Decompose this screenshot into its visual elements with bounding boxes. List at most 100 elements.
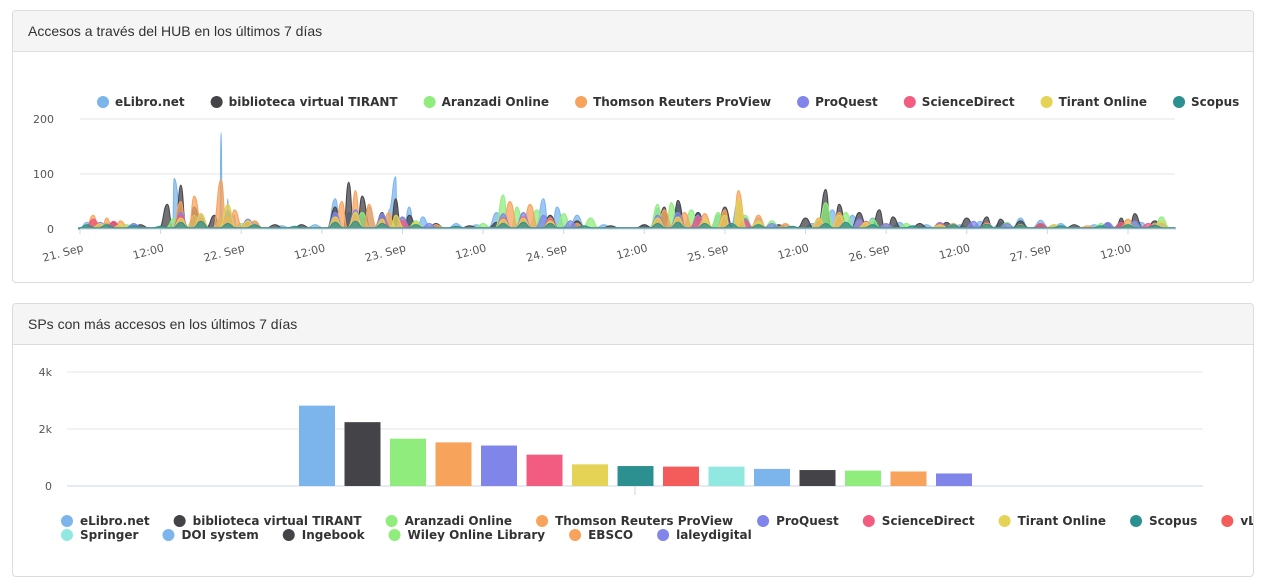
legend-item-biblioteca-virtual-tirant[interactable]: biblioteca virtual TIRANT [173,514,363,528]
x-tick-label: 21. Sep [41,241,85,264]
legend-label: Aranzadi Online [405,514,512,528]
legend-marker [536,515,549,527]
bar-sciencedirect[interactable] [526,454,563,486]
legend-marker [162,529,175,541]
legend-item-tirant-online[interactable]: Tirant Online [1040,95,1147,109]
x-tick-label: 24. Sep [525,241,569,264]
bar-vlex[interactable] [663,466,699,486]
bar-ingebook[interactable] [799,470,836,486]
legend-item-springer[interactable]: Springer [61,528,139,542]
area-series-thomson-reuters-proview[interactable] [79,178,1176,230]
legend-item-aranzadi-online[interactable]: Aranzadi Online [423,95,549,109]
legend-item-ingebook[interactable]: Ingebook [282,528,366,542]
y-tick-label: 100 [33,168,54,181]
x-tick-label: 22. Sep [202,241,246,264]
legend-label: DOI system [181,528,258,542]
legend-marker [97,96,109,108]
top-sps-panel-title: SPs con más accesos en los últimos 7 día… [13,304,1253,345]
legend-item-proquest[interactable]: ProQuest [757,514,839,528]
bar-scopus[interactable] [617,466,654,486]
x-tick-label: 26. Sep [847,241,891,264]
legend-marker [1040,96,1053,108]
legend-marker [998,515,1011,527]
legend-item-thomson-reuters-proview[interactable]: Thomson Reuters ProView [575,95,771,109]
legend-item-ebsco[interactable]: EBSCO [569,528,633,542]
x-tick-label: 12:00 [454,241,488,262]
y-tick-label: 2k [39,423,53,436]
legend-marker [1130,515,1143,527]
bar-tirant-online[interactable] [572,464,608,486]
legend-label: ProQuest [776,514,839,528]
legend-label: eLibro.net [115,95,185,109]
legend-marker [575,96,588,108]
legend-marker [173,515,186,527]
x-tick-label: 12:00 [131,241,165,262]
bar-wiley-online-library[interactable] [845,470,881,486]
bar-aranzadi-online[interactable] [390,438,426,486]
legend-item-aranzadi-online[interactable]: Aranzadi Online [385,514,512,528]
legend-label: eLibro.net [80,514,150,528]
x-tick-label: 12:00 [615,241,649,262]
hub-access-panel-title: Accesos a través del HUB en los últimos … [13,11,1253,52]
legend-label: vLex [1240,514,1253,528]
legend-label: Ingebook [302,528,366,542]
x-tick-label: 25. Sep [686,241,730,264]
x-tick-label: 12:00 [776,241,810,262]
bar-elibro-net[interactable] [299,405,335,486]
y-tick-label: 0 [45,480,52,493]
legend-item-proquest[interactable]: ProQuest [797,95,878,109]
legend-label: Tirant Online [1059,95,1147,109]
legend-item-scopus[interactable]: Scopus [1173,95,1239,109]
legend-label: Thomson Reuters ProView [555,514,733,528]
legend-label: ScienceDirect [882,514,975,528]
legend-item-sciencedirect[interactable]: ScienceDirect [862,514,975,528]
legend-item-tirant-online[interactable]: Tirant Online [998,514,1106,528]
hub-access-area-chart: 0 100 200 21. Sep 12:00 22. Sep 12:00 23. Sep 12… [33,95,1239,265]
legend-marker [797,96,810,108]
legend-item-elibro-net[interactable]: eLibro.net [97,95,185,109]
y-tick-label: 4k [39,366,53,379]
legend-item-elibro-net[interactable]: eLibro.net [61,514,150,528]
legend-marker [903,96,916,108]
legend-marker [757,515,770,527]
y-tick-label: 0 [47,223,54,236]
legend-label: Scopus [1149,514,1197,528]
legend-item-scopus[interactable]: Scopus [1130,514,1197,528]
legend-item-sciencedirect[interactable]: ScienceDirect [903,95,1015,109]
legend-item-doi-system[interactable]: DOI system [162,528,259,542]
legend-item-thomson-reuters-proview[interactable]: Thomson Reuters ProView [536,514,733,528]
area-series-scopus[interactable] [78,220,1176,230]
bar-proquest[interactable] [481,445,517,486]
x-tick-label: 12:00 [938,241,972,262]
legend-item-biblioteca-virtual-tirant[interactable]: biblioteca virtual TIRANT [210,95,399,109]
legend-label: Thomson Reuters ProView [593,95,771,109]
legend-marker [385,515,398,527]
hub-access-panel: Accesos a través del HUB en los últimos … [12,10,1254,283]
bar-springer[interactable] [708,466,745,486]
legend-marker [388,529,401,541]
legend-label: Springer [80,528,139,542]
bar-laleydigital[interactable] [936,473,972,486]
area-series-elibro-net[interactable] [78,132,1176,230]
legend-label: Wiley Online Library [408,528,546,542]
legend-marker [61,529,73,541]
x-tick-label: 12:00 [1099,241,1133,262]
legend-marker [1221,515,1234,527]
legend-item-wiley-online-library[interactable]: Wiley Online Library [388,528,546,542]
legend-label: ProQuest [815,95,878,109]
legend-item-vlex[interactable]: vLex [1221,514,1253,528]
bar-doi-system[interactable] [754,468,790,486]
bar-biblioteca-virtual-tirant[interactable] [344,422,381,486]
legend-label: ScienceDirect [922,95,1015,109]
x-tick-label: 23. Sep [364,241,408,264]
legend-marker [1173,96,1186,108]
y-tick-label: 200 [33,113,54,126]
bar-thomson-reuters-proview[interactable] [435,442,472,486]
bar-ebsco[interactable] [890,471,927,486]
legend-label: EBSCO [588,528,633,542]
legend-marker [210,96,223,108]
legend-label: Aranzadi Online [442,95,549,109]
legend-marker [569,529,582,541]
legend-marker [862,515,875,527]
legend-item-laleydigital[interactable]: laleydigital [657,528,752,542]
